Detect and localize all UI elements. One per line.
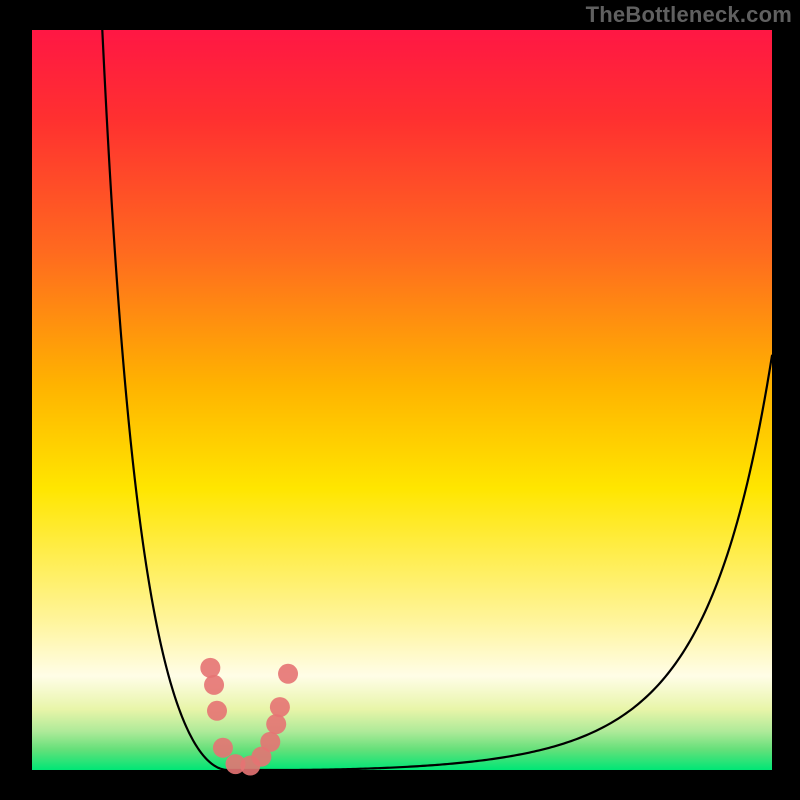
marker-point (213, 738, 233, 758)
marker-point (266, 714, 286, 734)
marker-point (200, 658, 220, 678)
marker-point (270, 697, 290, 717)
marker-point (204, 675, 224, 695)
chart-svg (0, 0, 800, 800)
watermark-text: TheBottleneck.com (586, 2, 792, 28)
marker-point (278, 664, 298, 684)
chart-gradient-bg (32, 30, 772, 770)
marker-point (260, 732, 280, 752)
chart-container: TheBottleneck.com (0, 0, 800, 800)
marker-point (207, 701, 227, 721)
